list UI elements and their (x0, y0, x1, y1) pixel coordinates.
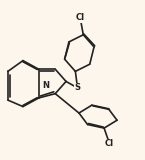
Text: Cl: Cl (76, 13, 85, 22)
Text: Cl: Cl (105, 139, 114, 148)
Text: S: S (75, 83, 80, 92)
Text: N: N (42, 81, 49, 90)
